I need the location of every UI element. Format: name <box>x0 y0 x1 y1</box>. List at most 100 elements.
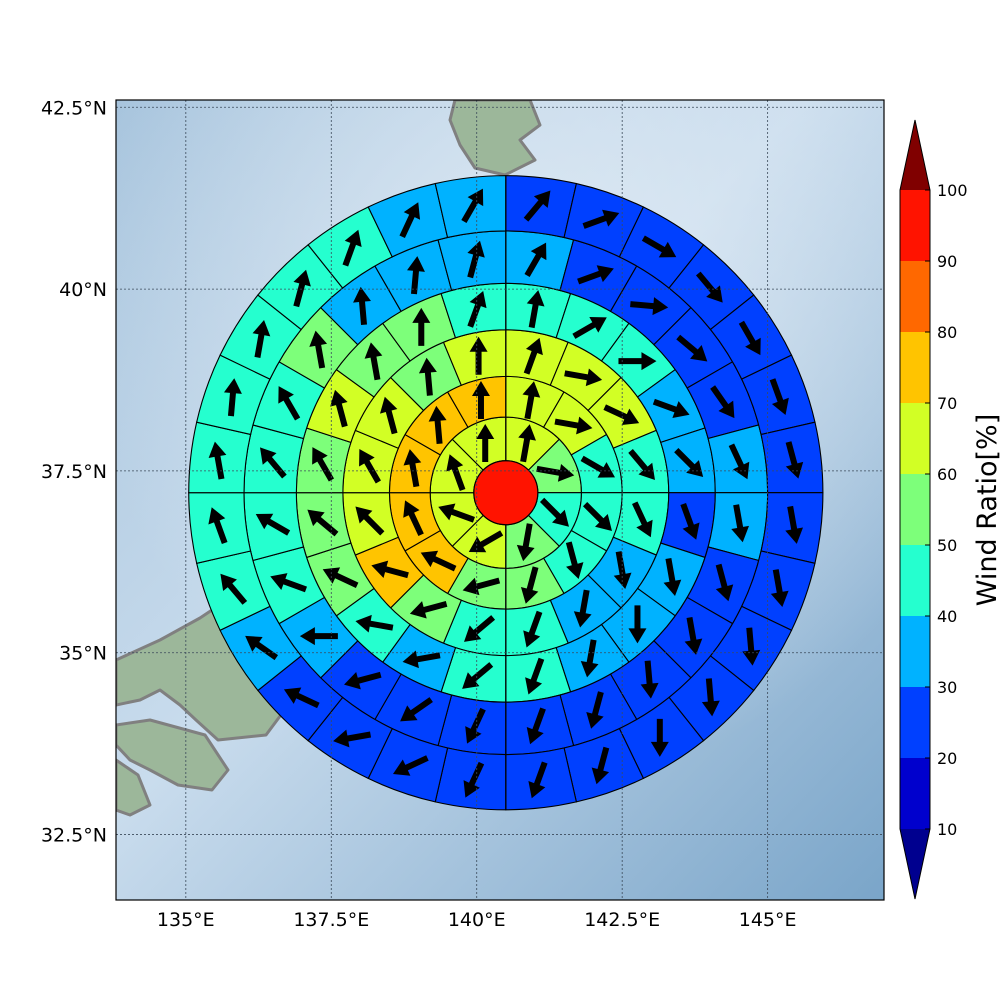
wind-arrow <box>785 441 804 479</box>
wind-arrow <box>564 368 603 387</box>
y-tick-label: 40°N <box>59 279 107 301</box>
colorbar: 10 20 30 40 50 60 70 80 90 100 <box>899 119 968 900</box>
colorbar-over-triangle <box>900 120 930 190</box>
wind-arrow <box>293 269 311 308</box>
wind-arrow <box>770 569 789 608</box>
colorbar-tick-label: 40 <box>937 607 957 626</box>
wind-arrow <box>355 614 394 633</box>
wind-arrow <box>307 509 339 537</box>
wind-arrow <box>603 404 640 425</box>
wind-arrow <box>462 662 494 689</box>
wind-arrow <box>344 671 382 690</box>
sector-dividers <box>473 175 539 810</box>
wind-arrow <box>582 209 620 229</box>
wind-arrow <box>650 718 669 757</box>
map-background <box>116 100 884 900</box>
colorbar-under-triangle <box>900 829 930 899</box>
colorbar-segment <box>900 474 930 545</box>
wind-arrow <box>516 523 535 562</box>
colorbar-tick-label: 80 <box>937 323 957 342</box>
wind-arrow <box>353 286 371 325</box>
wind-arrow <box>418 357 437 396</box>
wind-arrow <box>379 396 398 435</box>
wind-arrow <box>283 687 320 709</box>
latitude-axis: 42.5°N 40°N 37.5°N 35°N 32.5°N <box>41 97 107 846</box>
wind-arrow <box>582 502 612 532</box>
wind-arrow <box>520 566 539 604</box>
x-tick-label: 140°E <box>448 909 506 931</box>
wind-arrow <box>223 378 242 417</box>
colorbar-tick-label: 20 <box>937 749 957 768</box>
x-tick-label: 145°E <box>739 909 797 931</box>
wind-arrow <box>402 650 441 669</box>
wind-arrow <box>467 240 485 279</box>
colorbar-segment <box>900 403 930 474</box>
wind-arrow <box>652 398 690 419</box>
wind-arrow <box>420 550 457 572</box>
colorbar-tick-label: 70 <box>937 394 957 413</box>
longitude-axis: 135°E 137.5°E 140°E 142.5°E 145°E <box>157 909 797 931</box>
wind-arrow <box>342 229 362 267</box>
wind-arrow <box>403 449 422 488</box>
wind-arrow <box>684 616 703 655</box>
wind-arrow <box>663 558 682 596</box>
wind-arrow <box>469 336 488 375</box>
colorbar-segment <box>900 261 930 332</box>
wind-arrow <box>769 378 789 415</box>
wind-arrow <box>208 441 227 480</box>
colorbar-segment <box>900 190 930 261</box>
wind-arrow <box>785 505 804 544</box>
wind-arrows <box>208 188 804 799</box>
wind-arrow <box>728 443 750 480</box>
colorbar-tick-label: 30 <box>937 678 957 697</box>
wind-arrow <box>465 707 486 744</box>
wind-arrow <box>468 530 504 553</box>
wind-arrow <box>715 563 734 602</box>
wind-arrow <box>270 573 307 593</box>
wind-arrow <box>278 386 301 421</box>
wind-arrow <box>731 504 749 543</box>
x-tick-label: 135°E <box>157 909 215 931</box>
wind-arrow <box>580 455 616 478</box>
wind-arrow <box>407 256 425 295</box>
colorbar-segment <box>900 758 930 829</box>
colorbar-segment <box>900 332 930 403</box>
wind-arrow <box>428 405 447 445</box>
wind-arrow <box>208 507 228 545</box>
colorbar-segment <box>900 545 930 616</box>
wind-arrow <box>245 635 279 661</box>
wind-arrow <box>252 320 271 358</box>
colorbar-tick-label: 100 <box>937 181 968 200</box>
wind-arrow <box>628 449 655 481</box>
wind-arrow <box>355 506 385 536</box>
wind-arrow <box>572 317 607 339</box>
y-tick-label: 32.5°N <box>41 825 107 847</box>
hokkaido-land <box>448 100 542 177</box>
wind-arrow <box>299 627 338 646</box>
wind-arrow <box>526 707 546 745</box>
colorbar-tick-label: 60 <box>937 465 957 484</box>
wind-arrow <box>536 463 575 482</box>
wind-arrow <box>392 755 429 776</box>
wind-arrow <box>676 334 708 362</box>
colorbar-segment <box>900 687 930 758</box>
wind-arrow <box>476 424 495 463</box>
wind-arrow <box>618 352 657 371</box>
x-tick-label: 142.5°E <box>584 909 660 931</box>
colorbar-title: Wind Ratio[%] <box>972 414 1000 606</box>
colorbar-tick-label: 50 <box>937 536 957 555</box>
map-frame <box>115 99 885 901</box>
wind-arrow <box>701 678 720 717</box>
wind-arrow <box>518 424 536 463</box>
wind-arrow <box>524 242 547 278</box>
wind-arrow <box>628 605 647 644</box>
wind-arrow <box>526 290 545 329</box>
wind-arrow <box>640 660 659 699</box>
wind-arrow <box>464 615 496 642</box>
colorbar-tick-label: 10 <box>937 820 957 839</box>
wind-arrow <box>586 691 604 729</box>
wind-arrow <box>565 541 584 579</box>
shikoku-land <box>116 718 230 792</box>
wind-arrow <box>462 577 501 596</box>
